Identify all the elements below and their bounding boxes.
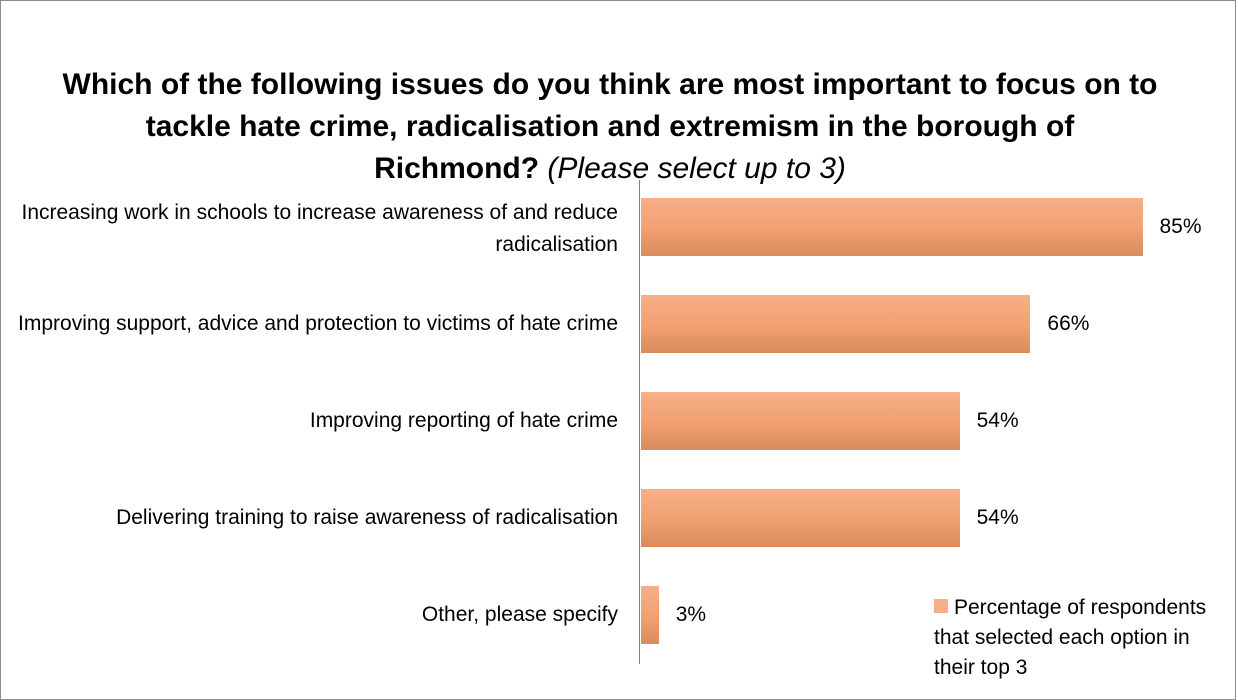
- category-axis-line: [639, 180, 640, 664]
- chart-title-text: Which of the following issues do you thi…: [62, 68, 1158, 185]
- data-label: 3%: [675, 603, 707, 626]
- chart-title: Which of the following issues do you thi…: [60, 64, 1160, 190]
- legend: Percentage of respondents that selected …: [934, 593, 1234, 683]
- data-label: 54%: [976, 506, 1019, 529]
- category-label: Delivering training to raise awareness o…: [116, 506, 618, 529]
- data-label: 85%: [1159, 215, 1202, 238]
- data-label: 66%: [1047, 312, 1090, 335]
- bar: [641, 295, 1031, 353]
- category-label: Improving reporting of hate crime: [309, 409, 618, 432]
- data-label: 54%: [976, 409, 1019, 432]
- bar: [641, 586, 659, 644]
- chart-title-note: (Please select up to 3): [547, 152, 846, 185]
- category-label: Increasing work in schools to increase a…: [21, 201, 619, 256]
- category-label: Improving support, advice and protection…: [18, 312, 618, 335]
- bar: [641, 392, 960, 450]
- bar: [641, 198, 1143, 256]
- legend-swatch: [934, 599, 948, 613]
- bar: [641, 489, 960, 547]
- legend-label: Percentage of respondents that selected …: [934, 596, 1207, 679]
- category-label: Other, please specify: [421, 603, 618, 626]
